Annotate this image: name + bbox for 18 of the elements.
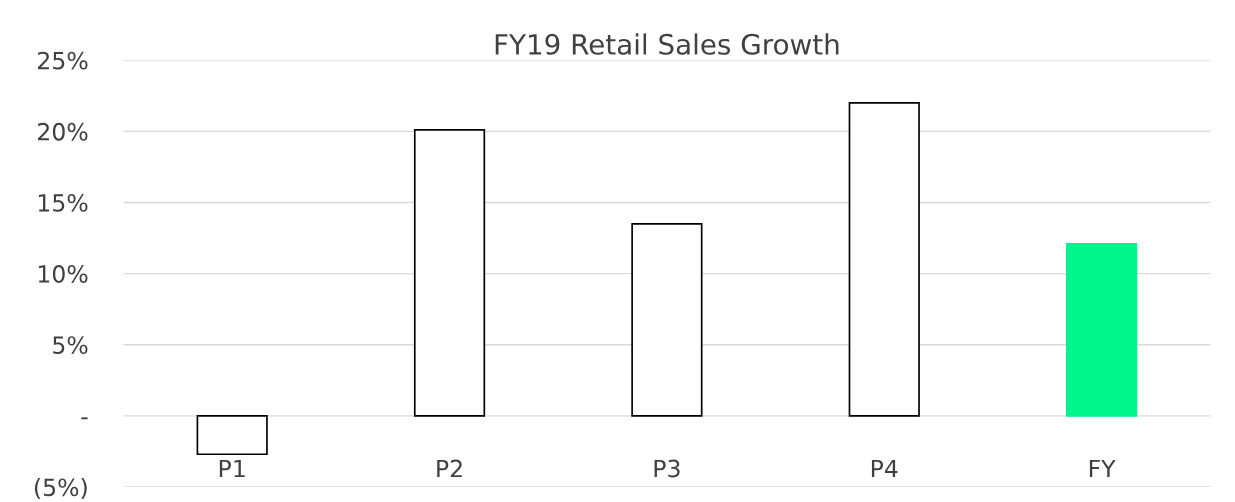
y-tick-label: 5% — [53, 336, 88, 355]
y-tick-label: 25% — [38, 51, 88, 70]
y-tick-label: 15% — [38, 193, 88, 212]
y-tick-label: (5%) — [34, 478, 87, 500]
x-tick-label: P3 — [654, 459, 680, 478]
bar — [413, 129, 486, 417]
y-tick-label: 20% — [38, 122, 88, 141]
x-tick-label: FY — [1089, 459, 1116, 478]
bar — [196, 414, 268, 456]
bar — [848, 102, 920, 417]
x-tick-label: P2 — [437, 459, 462, 478]
x-tick-label: P1 — [219, 459, 245, 478]
chart-title: FY19 Retail Sales Growth — [495, 33, 839, 55]
bar — [1066, 242, 1138, 417]
bar — [631, 222, 703, 417]
x-tick-label: P4 — [871, 459, 898, 478]
y-tick-label: - — [81, 417, 88, 420]
y-tick-label: 10% — [38, 265, 88, 283]
